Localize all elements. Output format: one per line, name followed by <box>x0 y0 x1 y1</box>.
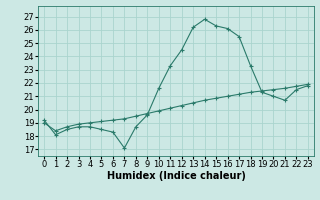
X-axis label: Humidex (Indice chaleur): Humidex (Indice chaleur) <box>107 171 245 181</box>
